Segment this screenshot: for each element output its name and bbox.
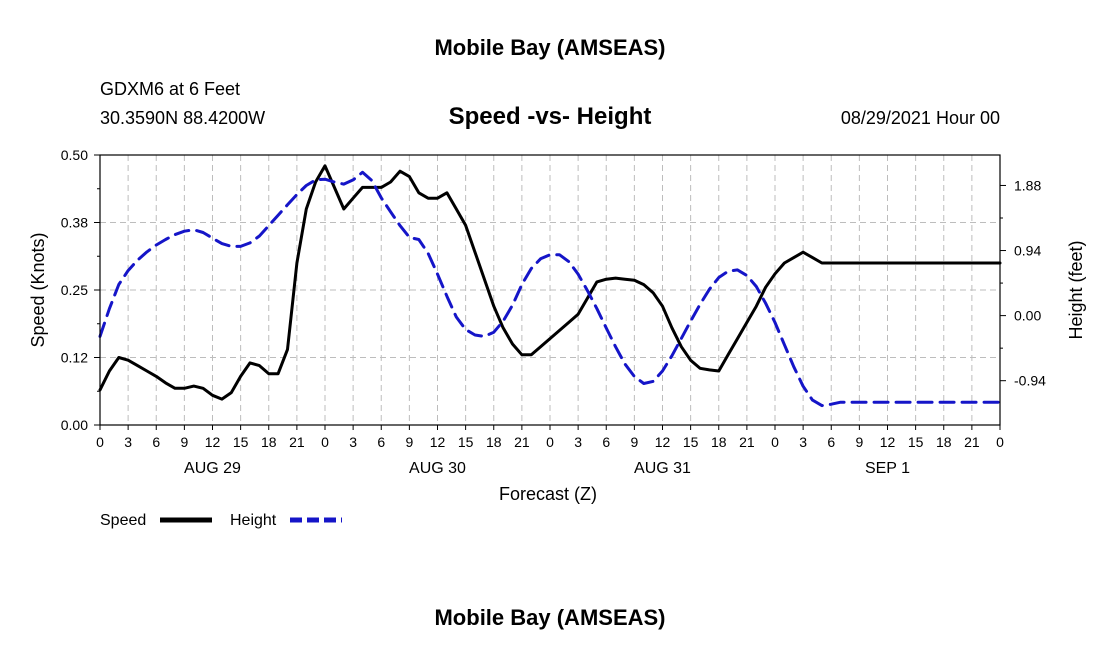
legend: Speed Height: [100, 512, 342, 529]
x-tick-label: 21: [739, 434, 755, 450]
y-axis-right-label: Height (feet): [1066, 240, 1086, 339]
legend-speed-label: Speed: [100, 512, 146, 529]
station-label: GDXM6 at 6 Feet: [100, 79, 240, 99]
x-tick-label: 0: [996, 434, 1004, 450]
x-tick-label: 12: [430, 434, 446, 450]
y-right-tick-label: 0.94: [1014, 243, 1041, 259]
x-tick-label: 18: [486, 434, 502, 450]
x-tick-label: 18: [711, 434, 727, 450]
x-axis-label: Forecast (Z): [499, 484, 597, 504]
y-right-tick-label: 0.00: [1014, 308, 1041, 324]
day-label: AUG 31: [634, 460, 691, 477]
legend-height-label: Height: [230, 512, 277, 529]
chart-title: Speed -vs- Height: [449, 103, 652, 130]
timestamp-label: 08/29/2021 Hour 00: [841, 108, 1000, 128]
x-tick-label: 0: [321, 434, 329, 450]
y-axis-left-label: Speed (Knots): [28, 232, 48, 347]
x-tick-label: 21: [514, 434, 530, 450]
height-series-line: [98, 170, 1002, 408]
x-tick-label: 0: [96, 434, 104, 450]
y-left-tick-label: 0.12: [61, 350, 88, 366]
x-tick-label: 21: [289, 434, 305, 450]
x-tick-label: 6: [602, 434, 610, 450]
day-label: SEP 1: [865, 460, 910, 477]
y-left-tick-label: 0.50: [61, 147, 88, 163]
x-tick-label: 15: [683, 434, 699, 450]
y-right-tick-label: -0.94: [1014, 373, 1046, 389]
axes: 0 3 6 9 12 15 18 21 0 3 6 9 12 15 18 21 0 3 6 9 12 15 18 21 0 3 6 9…: [61, 147, 1046, 477]
page-title-bottom: Mobile Bay (AMSEAS): [434, 605, 665, 630]
x-tick-label: 15: [458, 434, 474, 450]
x-tick-label: 18: [936, 434, 952, 450]
x-tick-label: 9: [630, 434, 638, 450]
x-tick-label: 6: [152, 434, 160, 450]
x-tick-label: 0: [546, 434, 554, 450]
series-layer: [98, 164, 1002, 408]
x-tick-label: 21: [964, 434, 980, 450]
y-left-tick-label: 0.38: [61, 215, 88, 231]
x-tick-label: 15: [233, 434, 249, 450]
page-title-top: Mobile Bay (AMSEAS): [434, 35, 665, 60]
x-tick-label: 15: [908, 434, 924, 450]
x-tick-label: 12: [205, 434, 221, 450]
x-tick-label: 18: [261, 434, 277, 450]
y-left-tick-label: 0.00: [61, 417, 88, 433]
x-tick-label: 0: [771, 434, 779, 450]
speed-series-line: [98, 164, 1002, 401]
y-right-tick-label: 1.88: [1014, 177, 1041, 193]
grid: [100, 155, 1000, 425]
x-tick-label: 9: [405, 434, 413, 450]
x-tick-label: 3: [574, 434, 582, 450]
x-tick-label: 6: [377, 434, 385, 450]
x-tick-label: 6: [827, 434, 835, 450]
x-tick-label: 3: [349, 434, 357, 450]
day-label: AUG 29: [184, 460, 241, 477]
x-tick-label: 12: [655, 434, 671, 450]
x-tick-label: 9: [855, 434, 863, 450]
y-left-tick-label: 0.25: [61, 282, 88, 298]
day-label: AUG 30: [409, 460, 466, 477]
x-tick-label: 9: [180, 434, 188, 450]
coordinates-label: 30.3590N 88.4200W: [100, 108, 265, 128]
x-tick-label: 3: [799, 434, 807, 450]
x-tick-label: 12: [880, 434, 896, 450]
x-tick-label: 3: [124, 434, 132, 450]
